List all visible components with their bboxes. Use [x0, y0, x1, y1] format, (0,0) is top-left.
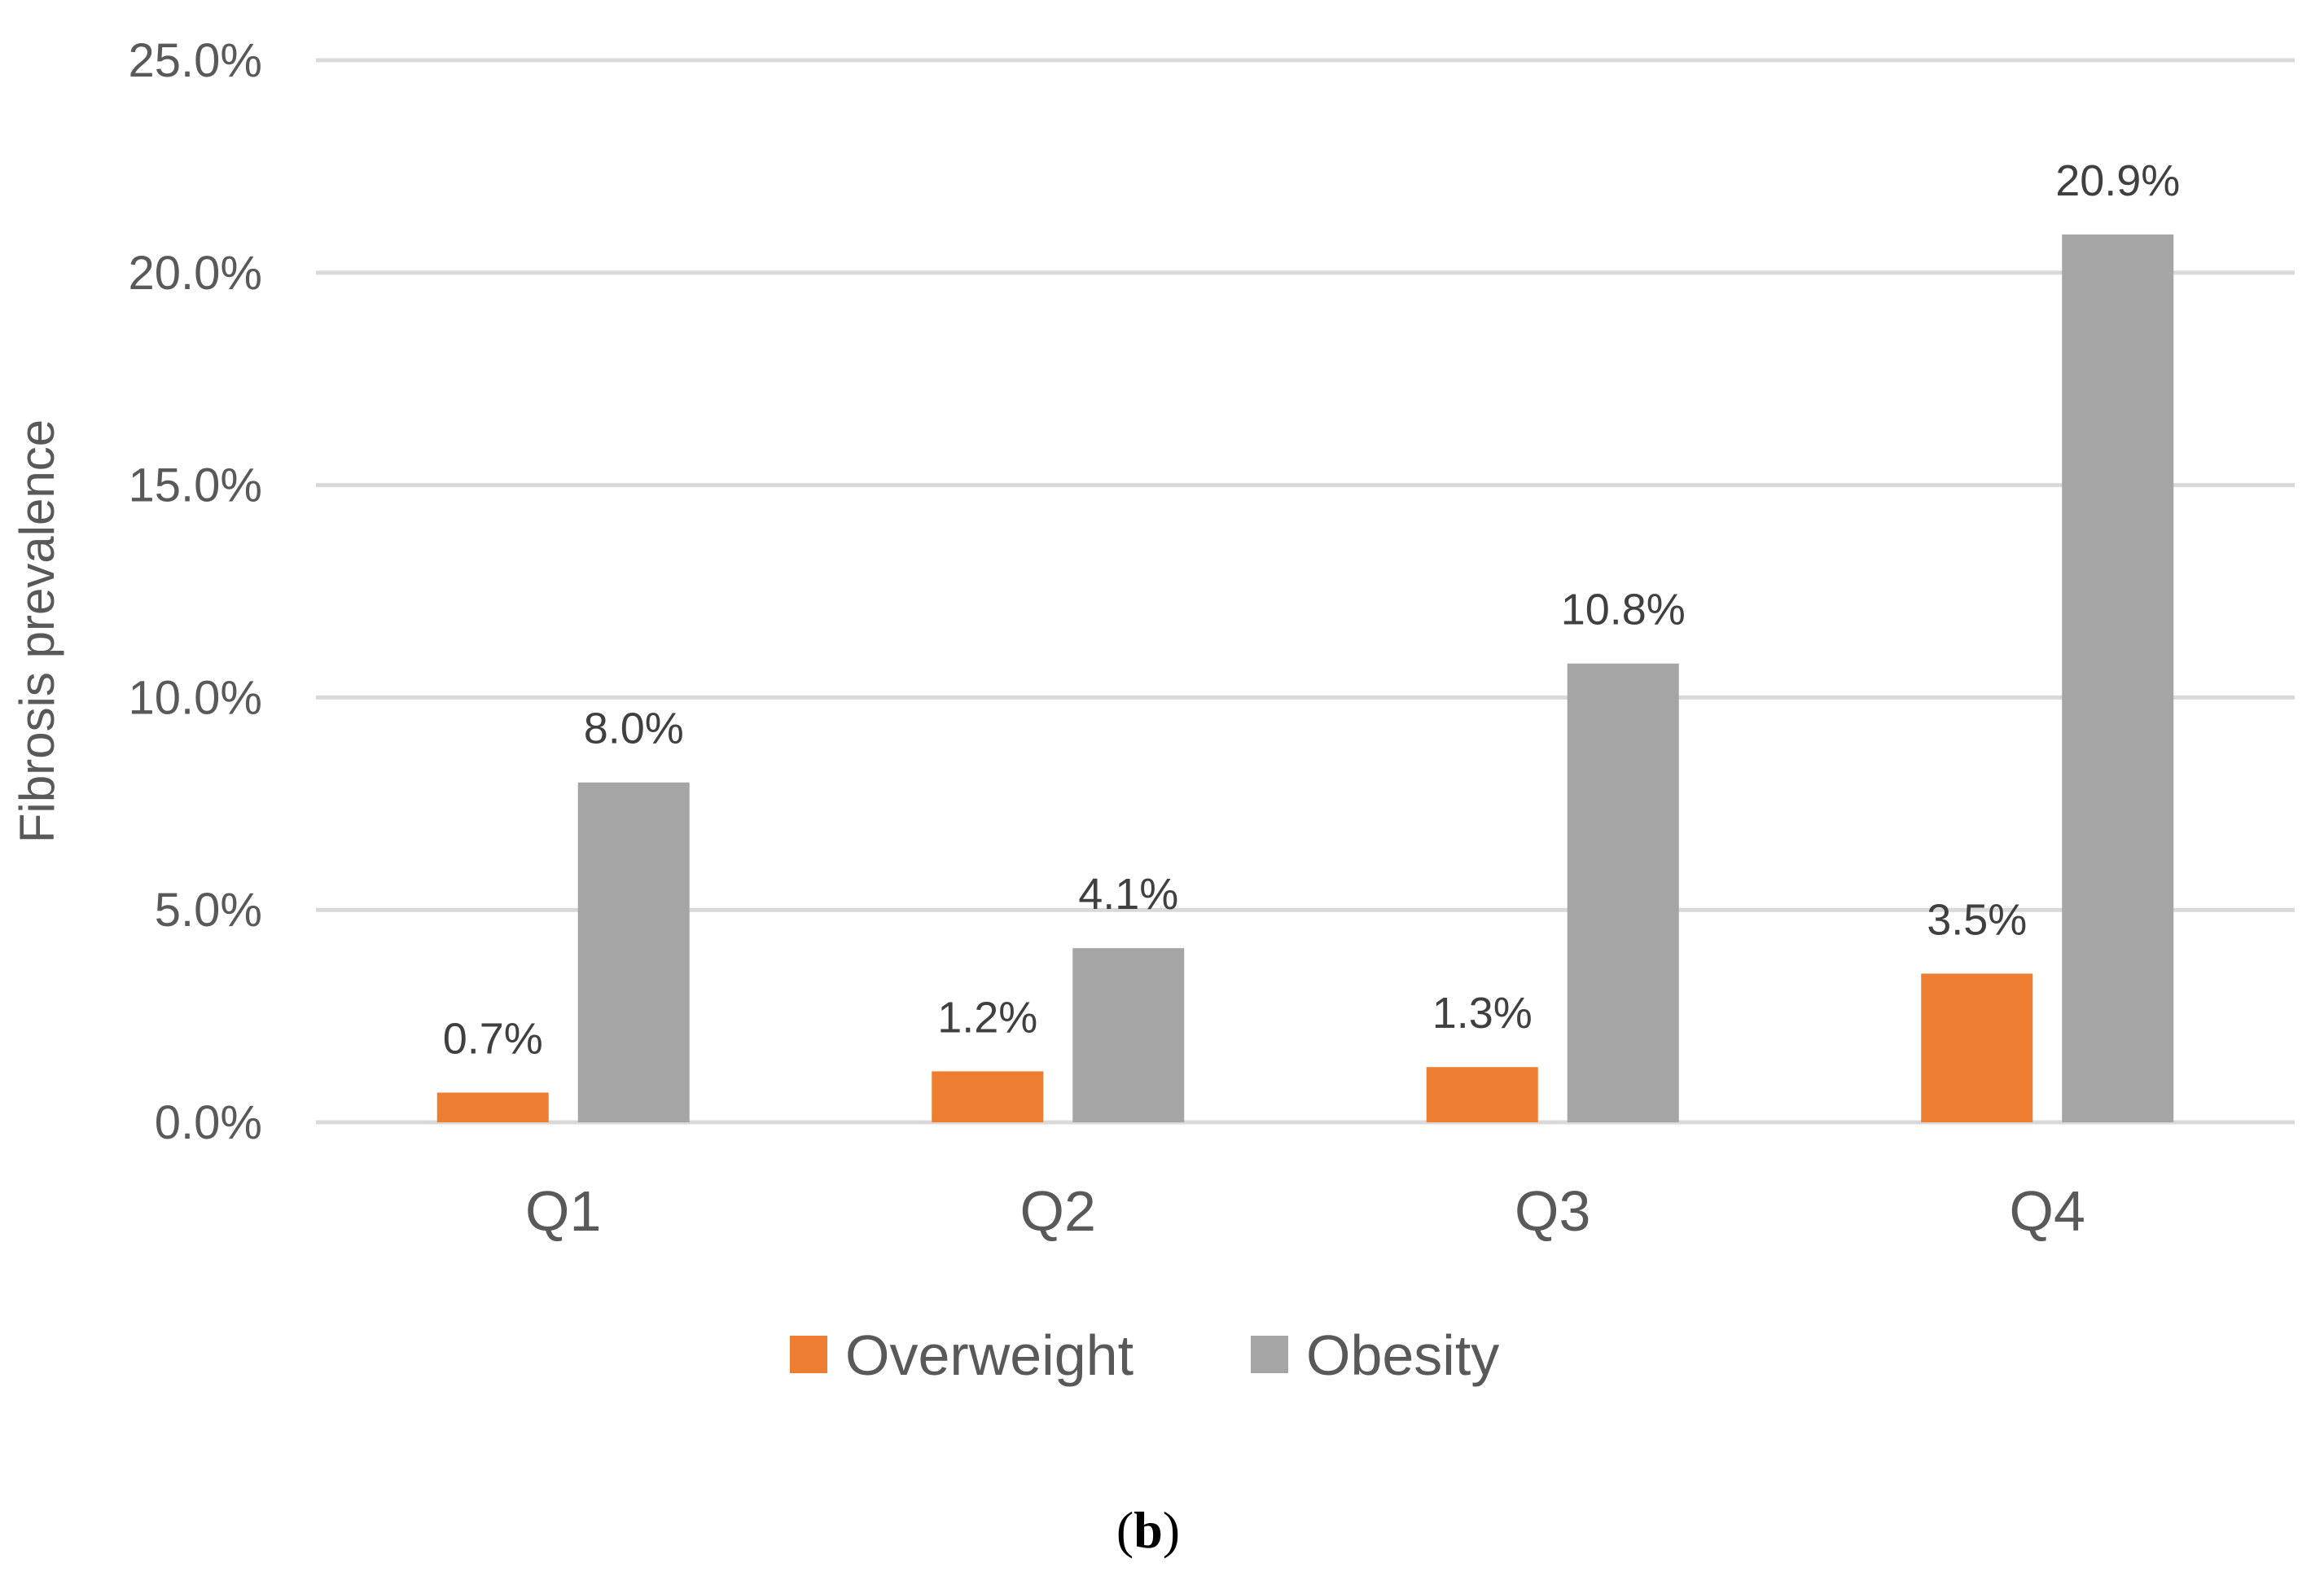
bars [436, 234, 2174, 1123]
bar-overweight-q4 [1921, 973, 2033, 1122]
caption-letter: b [1133, 1501, 1163, 1559]
y-tick-label: 10.0% [129, 671, 262, 724]
y-tick-label: 20.0% [129, 247, 262, 300]
data-label: 1.3% [1432, 989, 1533, 1038]
data-label: 10.8% [1561, 586, 1686, 634]
data-label: 3.5% [1927, 895, 2027, 944]
bar-obesity-q3 [1567, 663, 1679, 1122]
data-labels: 0.7% 8.0% 1.2% 4.1% 1.3% 10.8% 3.5% 20.9% [443, 156, 2181, 1064]
data-label: 1.2% [937, 993, 1037, 1042]
caption-close: ) [1163, 1501, 1180, 1559]
y-tick-label: 15.0% [129, 459, 262, 512]
bar-obesity-q1 [577, 782, 690, 1122]
bar-obesity-q2 [1072, 948, 1185, 1122]
data-label: 20.9% [2055, 156, 2180, 205]
figure-caption: (b) [1116, 1501, 1180, 1559]
legend-swatch-overweight [790, 1336, 827, 1373]
legend-label: Overweight [845, 1323, 1133, 1387]
bar-obesity-q4 [2062, 234, 2174, 1123]
data-label: 4.1% [1078, 870, 1178, 919]
legend-swatch-obesity [1251, 1336, 1288, 1373]
y-axis-title: Fibrosis prevalence [10, 419, 64, 843]
x-category-label: Q3 [1515, 1179, 1590, 1243]
y-tick-label: 0.0% [155, 1096, 262, 1149]
y-tick-label: 25.0% [129, 34, 262, 87]
legend-label: Obesity [1306, 1323, 1499, 1387]
bar-overweight-q1 [436, 1092, 549, 1122]
x-category-label: Q4 [2010, 1179, 2085, 1243]
x-category-label: Q2 [1020, 1179, 1096, 1243]
bar-overweight-q3 [1426, 1067, 1538, 1122]
y-tick-label: 5.0% [155, 884, 262, 937]
bar-overweight-q2 [932, 1071, 1044, 1122]
y-axis-ticks: 0.0% 5.0% 10.0% 15.0% 20.0% 25.0% [129, 34, 262, 1149]
data-label: 8.0% [584, 705, 684, 753]
caption-open: ( [1116, 1501, 1133, 1559]
legend: Overweight Obesity [790, 1323, 1499, 1387]
x-category-label: Q1 [525, 1179, 601, 1243]
x-axis-categories: Q1 Q2 Q3 Q4 [525, 1179, 2085, 1243]
data-label: 0.7% [443, 1014, 543, 1063]
